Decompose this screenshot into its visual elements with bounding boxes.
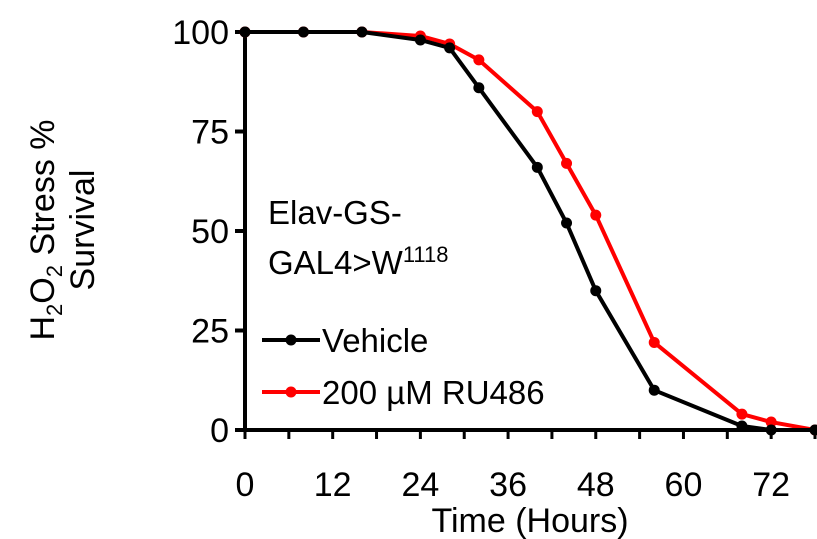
y-axis-title-line1: H2O2 Stress % [24, 119, 68, 341]
y-tick-label: 75 [191, 114, 229, 152]
data-point [648, 384, 660, 396]
axes [243, 32, 815, 432]
y-tick-label: 25 [191, 313, 229, 351]
y-axis-title: H2O2 Stress % Survival [24, 60, 104, 400]
data-point [809, 424, 817, 436]
data-point [531, 106, 543, 118]
data-point [239, 26, 251, 38]
legend-label: Vehicle [322, 322, 428, 359]
genotype-label-line1: Elav-GS- [268, 194, 402, 231]
data-point [765, 424, 777, 436]
x-tick-label: 48 [577, 466, 615, 504]
data-point [590, 285, 602, 297]
ticks: 0 25 50 75 100 0 12 24 36 48 60 72 [172, 14, 817, 504]
data-point [444, 42, 456, 54]
x-tick-label: 72 [752, 466, 790, 504]
x-tick-label: 60 [665, 466, 703, 504]
x-tick-label: 0 [236, 466, 255, 504]
legend-marker [285, 386, 297, 398]
legend-label: 200 µM RU486 [322, 374, 545, 411]
x-tick-label: 12 [314, 466, 352, 504]
x-tick-label: 24 [401, 466, 439, 504]
data-point [531, 161, 543, 173]
data-point [590, 209, 602, 221]
data-point [414, 34, 426, 46]
y-tick-label: 0 [210, 412, 229, 450]
data-point [473, 82, 485, 94]
data-point [561, 217, 573, 229]
data-point [297, 26, 309, 38]
legend-item: Vehicle [262, 322, 428, 359]
x-axis-title: Time (Hours) [431, 502, 628, 539]
series-vehicle [239, 26, 817, 436]
data-point [765, 416, 777, 428]
data-point [736, 408, 748, 420]
data-point [356, 26, 368, 38]
y-tick-label: 50 [191, 213, 229, 251]
data-point [736, 420, 748, 432]
legend: Vehicle 200 µM RU486 [262, 322, 545, 411]
y-tick-label: 100 [172, 14, 229, 52]
data-point [561, 157, 573, 169]
genotype-label-line2: GAL4>W1118 [268, 242, 449, 281]
series-line [245, 30, 816, 432]
data-point [648, 336, 660, 348]
series-group [239, 26, 817, 436]
legend-item: 200 µM RU486 [262, 374, 545, 411]
legend-marker [285, 334, 297, 346]
y-axis-title-line2: Survival [64, 169, 103, 291]
data-point [473, 54, 485, 66]
x-tick-label: 36 [489, 466, 527, 504]
series-line [245, 30, 815, 432]
